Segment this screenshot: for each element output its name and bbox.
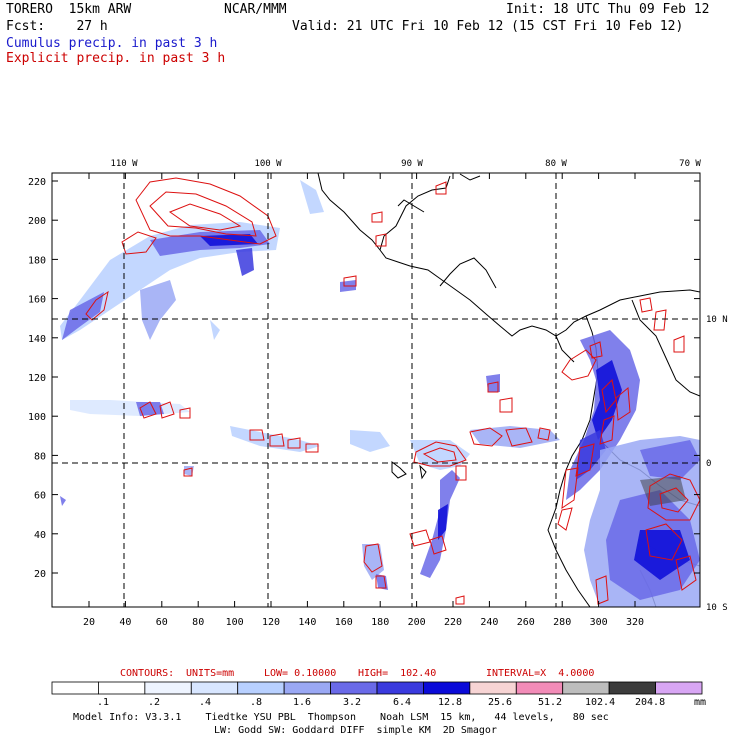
x-tick-label: 20 xyxy=(83,617,95,628)
x-tick-label: 160 xyxy=(335,617,353,628)
colorbar-swatch xyxy=(515,681,564,695)
colorbar-swatch xyxy=(423,681,471,695)
longitude-labels: 110 W 100 W 90 W 80 W 70 W xyxy=(110,159,701,169)
x-tick-label: 40 xyxy=(119,617,131,628)
valid-time: Valid: 21 UTC Fri 10 Feb 12 (15 CST Fri … xyxy=(292,19,684,34)
longitude-label: 80 W xyxy=(545,159,567,169)
x-tick-label: 200 xyxy=(408,617,426,628)
y-tick-label: 200 xyxy=(28,216,46,227)
x-tick-label: 300 xyxy=(590,617,608,628)
x-tick-label: 60 xyxy=(156,617,168,628)
y-tick-label: 120 xyxy=(28,373,46,384)
colorbar-swatch xyxy=(655,681,703,695)
y-tick-label: 60 xyxy=(34,491,46,502)
longitude-label: 110 W xyxy=(110,159,138,169)
cumulus-legend: Cumulus precip. in past 3 h xyxy=(6,36,218,51)
lat-lon-grid xyxy=(52,173,700,607)
x-tick-label: 260 xyxy=(517,617,535,628)
colorbar-swatch xyxy=(144,681,192,695)
x-tick-label: 320 xyxy=(626,617,644,628)
contours-units: UNITS=mm xyxy=(186,668,235,679)
colorbar-swatch xyxy=(98,681,146,695)
latitude-label: 0 xyxy=(706,459,711,469)
model-title: TORERO 15km ARW xyxy=(6,2,132,17)
colorbar-swatch xyxy=(469,681,517,695)
longitude-label: 100 W xyxy=(254,159,282,169)
x-tick-label: 280 xyxy=(553,617,571,628)
colorbar-swatch xyxy=(237,681,285,695)
colorbar-swatch xyxy=(562,681,610,695)
longitude-label: 90 W xyxy=(401,159,423,169)
colorbar-label: .4 xyxy=(199,697,212,708)
contours-low: LOW= 0.10000 xyxy=(264,668,337,679)
init-time: Init: 18 UTC Thu 09 Feb 12 xyxy=(506,2,710,17)
colorbar-swatch xyxy=(51,681,99,695)
axis-ticks xyxy=(52,173,700,607)
forecast-hour: Fcst: 27 h xyxy=(6,19,108,34)
org-label: NCAR/MMM xyxy=(224,2,287,17)
contours-prefix: CONTOURS: xyxy=(120,668,175,679)
colorbar-swatch xyxy=(376,681,424,695)
colorbar-unit: mm xyxy=(694,697,707,708)
map-frame xyxy=(51,172,701,608)
y-tick-label: 40 xyxy=(34,530,46,541)
y-tick-label: 20 xyxy=(34,569,46,580)
colorbar xyxy=(51,681,703,695)
x-tick-label: 80 xyxy=(192,617,204,628)
y-tick-label: 100 xyxy=(28,412,46,423)
y-tick-label: 140 xyxy=(28,334,46,345)
explicit-legend: Explicit precip. in past 3 h xyxy=(6,51,226,66)
y-tick-label: 180 xyxy=(28,255,46,266)
x-tick-label: 140 xyxy=(298,617,316,628)
colorbar-label: 102.4 xyxy=(585,697,616,708)
x-tick-label: 240 xyxy=(480,617,498,628)
contours-interval: INTERVAL=X 4.0000 xyxy=(486,668,595,679)
longitude-label: 70 W xyxy=(679,159,701,169)
colorbar-label: 3.2 xyxy=(343,697,362,708)
x-tick-label: 120 xyxy=(262,617,280,628)
colorbar-label: 51.2 xyxy=(538,697,563,708)
model-info: Model Info: V3.3.1 Tiedtke YSU PBL Thomp… xyxy=(73,712,609,723)
y-tick-label: 220 xyxy=(28,177,46,188)
x-tick-label: 220 xyxy=(444,617,462,628)
x-axis: 20 40 60 80 100 120 140 160 180 200 220 240 260 280 30… xyxy=(83,617,644,628)
colorbar-swatch xyxy=(608,681,656,695)
y-tick-label: 80 xyxy=(34,451,46,462)
x-tick-label: 180 xyxy=(371,617,389,628)
colorbar-swatch xyxy=(330,681,378,695)
x-tick-label: 100 xyxy=(226,617,244,628)
y-axis: 220 200 180 160 140 120 100 80 60 40 20 xyxy=(28,177,46,580)
colorbar-label: .1 xyxy=(97,697,110,708)
colorbar-label: 6.4 xyxy=(393,697,412,708)
latitude-labels: 10 N 0 10 S xyxy=(706,315,728,613)
colorbar-label: 1.6 xyxy=(293,697,312,708)
colorbar-label: 204.8 xyxy=(635,697,666,708)
colorbar-label: 12.8 xyxy=(438,697,463,708)
model-physics: LW: Godd SW: Goddard DIFF simple KM 2D S… xyxy=(214,725,497,736)
contours-high: HIGH= 102.40 xyxy=(358,668,437,679)
cumulus-precip xyxy=(60,180,700,607)
colorbar-label: .2 xyxy=(148,697,161,708)
latitude-label: 10 S xyxy=(706,603,728,613)
y-tick-label: 160 xyxy=(28,295,46,306)
latitude-label: 10 N xyxy=(706,315,728,325)
colorbar-swatch xyxy=(190,681,239,695)
colorbar-label: .8 xyxy=(250,697,263,708)
colorbar-swatch xyxy=(283,681,331,695)
colorbar-label: 25.6 xyxy=(488,697,513,708)
